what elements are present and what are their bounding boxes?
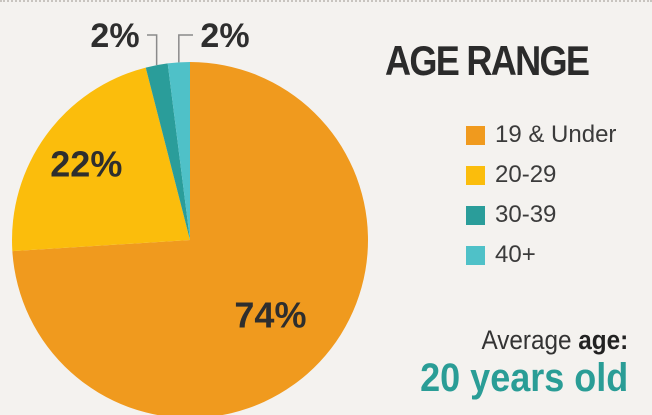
slice-label-3: 2%	[90, 17, 139, 55]
average-age-label: Average age:	[420, 325, 628, 356]
chart-title: AGE RANGE	[385, 37, 590, 84]
top-dotted-border	[0, 0, 652, 2]
legend-label: 40+	[495, 241, 536, 268]
pie-slice-20-29	[11, 67, 190, 252]
legend-item: 20-29	[466, 155, 616, 195]
slice-label-4: 2%	[200, 17, 249, 55]
pie-chart: 74% 22% 2% 2%	[11, 17, 368, 415]
legend-swatch	[466, 205, 485, 225]
pie-slice-30-39	[145, 63, 190, 241]
legend-swatch	[466, 245, 485, 265]
pie-slice-40	[167, 62, 190, 240]
legend-item: 19 & Under	[466, 115, 616, 155]
slice-label-1: 74%	[234, 295, 306, 336]
average-prefix: Average	[481, 325, 579, 355]
average-age: Average age: 20 years old	[397, 325, 628, 400]
average-age-value: 20 years old	[419, 356, 628, 400]
leader-line-4	[178, 34, 193, 63]
legend-swatch	[466, 125, 485, 145]
legend-label: 19 & Under	[495, 121, 617, 148]
legend: 19 & Under 20-29 30-39 40+	[466, 115, 616, 275]
legend-item: 30-39	[466, 195, 616, 235]
legend-label: 30-39	[495, 201, 557, 228]
legend-swatch	[466, 165, 485, 185]
legend-label: 20-29	[495, 161, 557, 188]
legend-item: 40+	[466, 235, 616, 275]
leader-line-3	[147, 34, 158, 66]
slice-label-2: 22%	[50, 144, 122, 185]
average-emphasis: age:	[578, 325, 628, 355]
pie-slice-19-under	[12, 62, 368, 415]
